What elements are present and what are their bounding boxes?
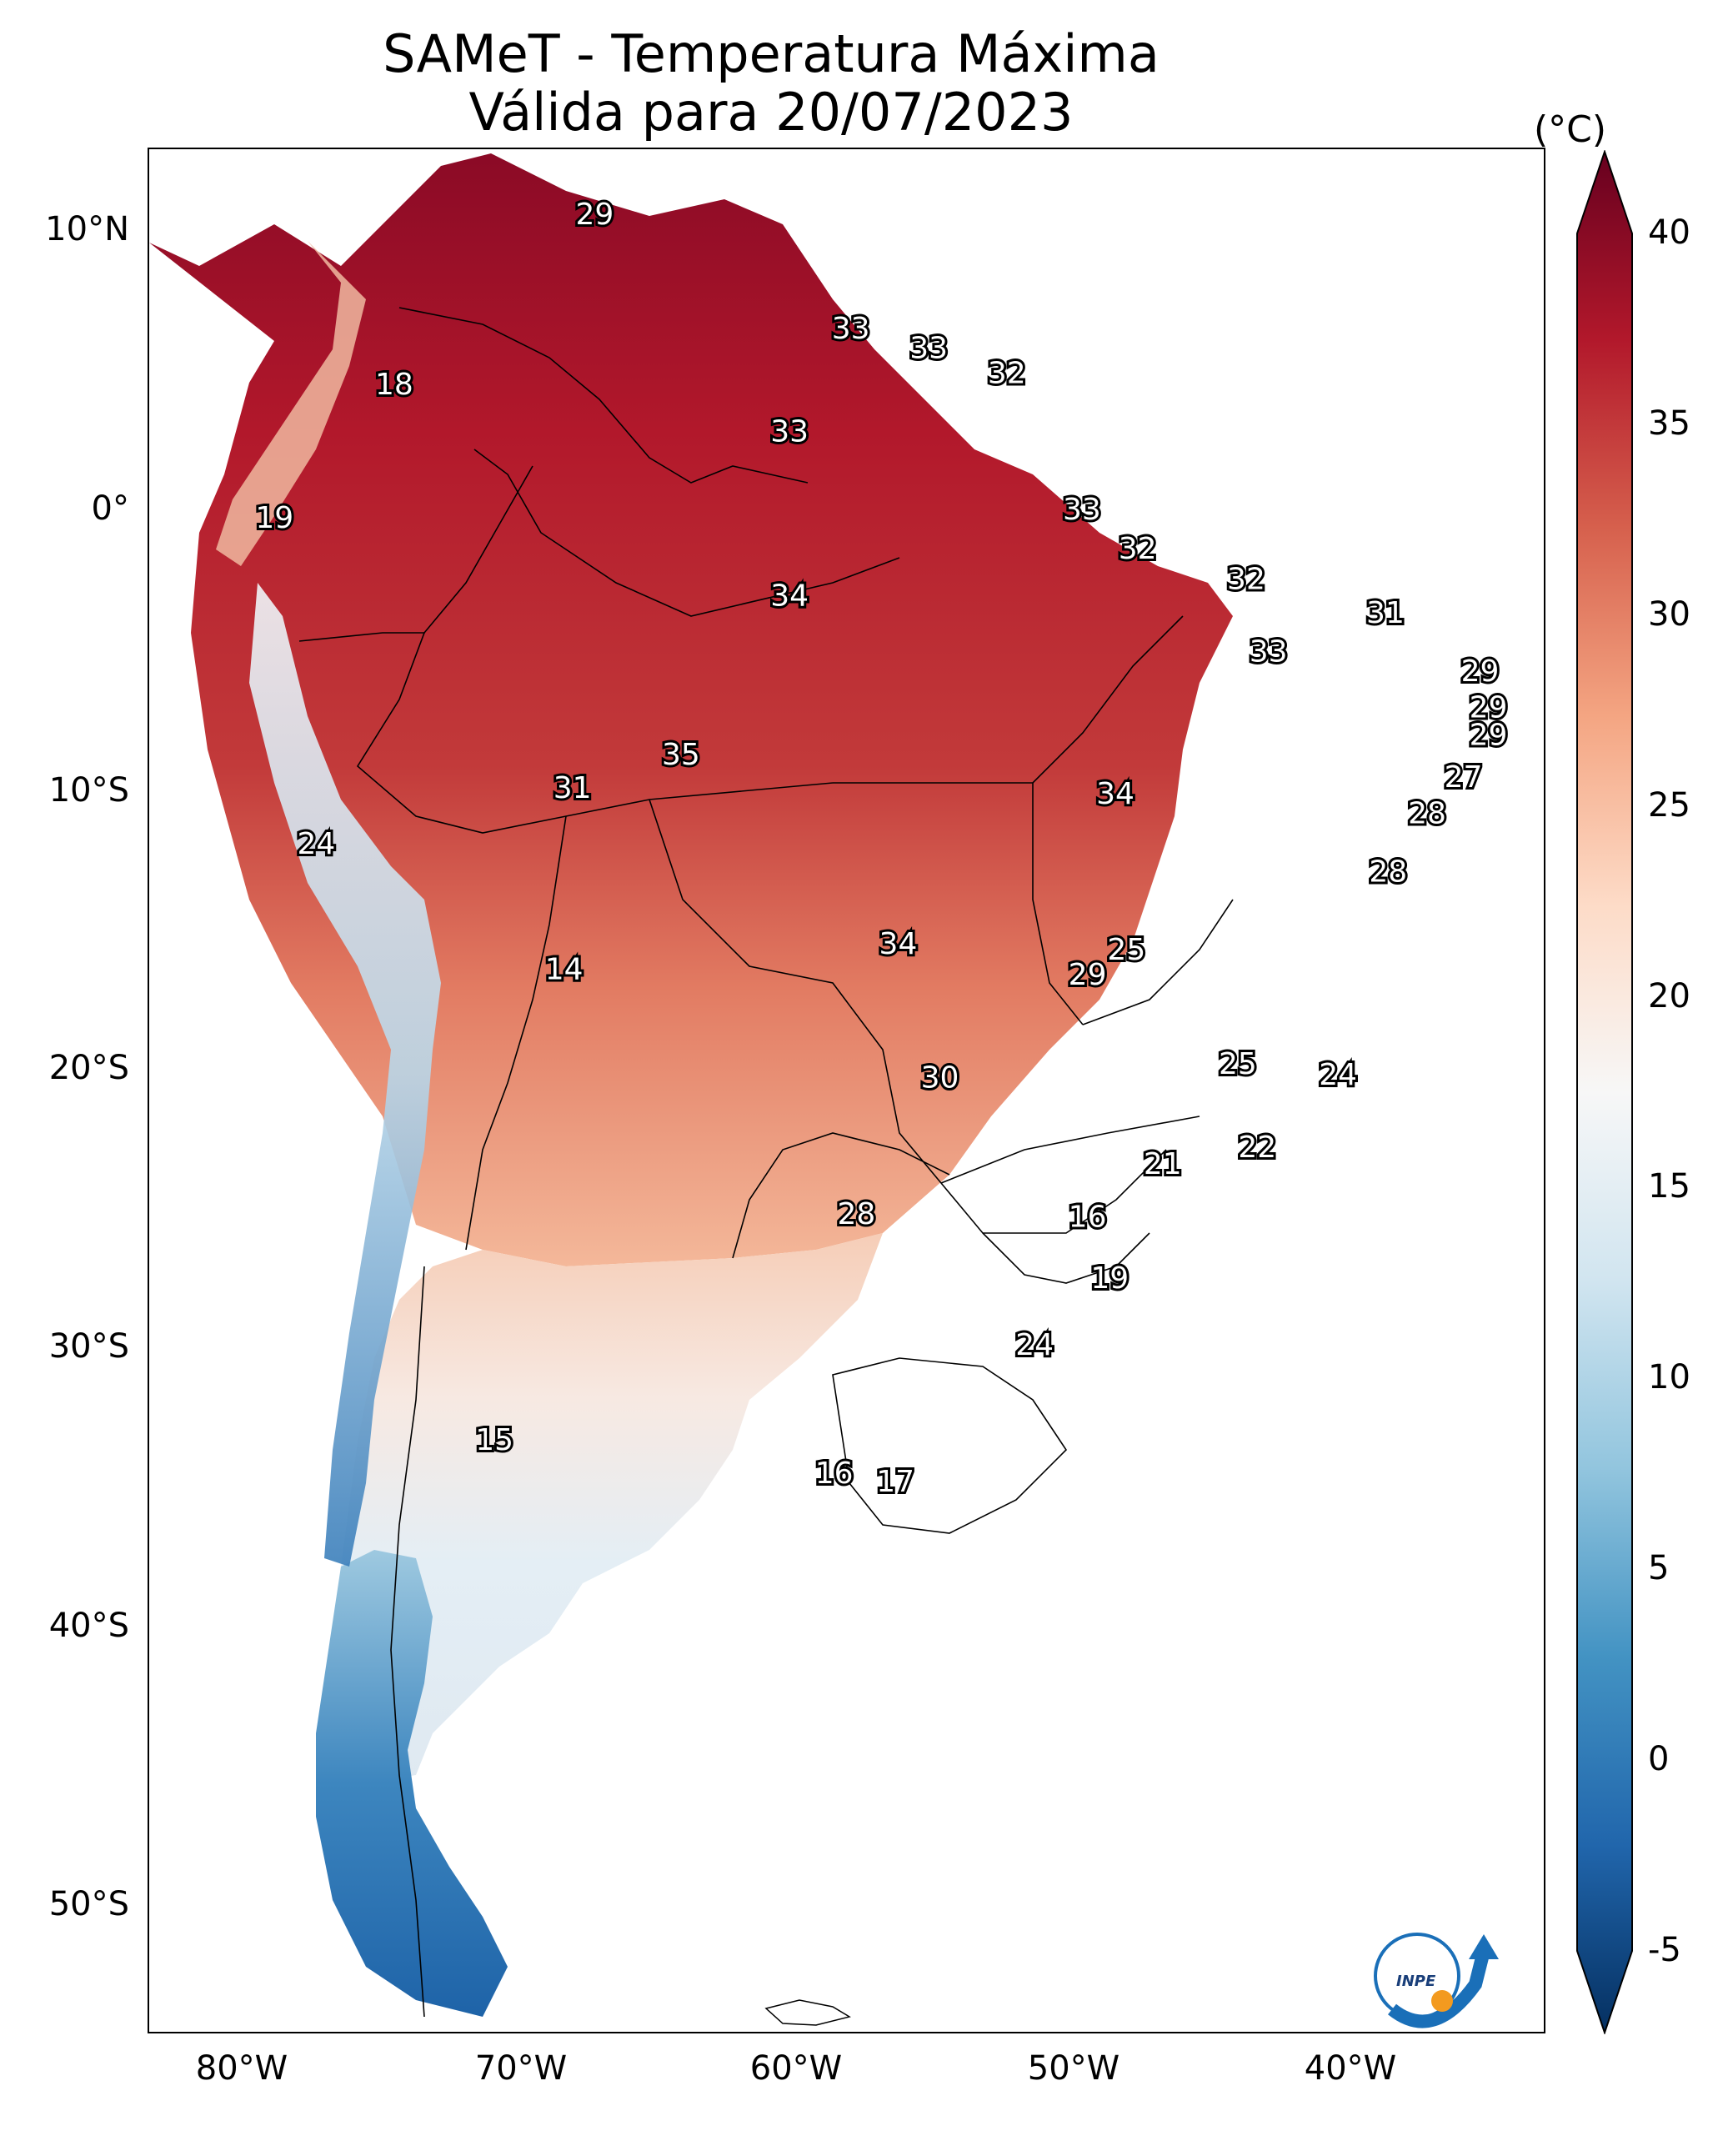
station-value-label: 16 <box>1069 1201 1107 1235</box>
station-value-label: 24 <box>297 827 335 861</box>
station-value-label: 32 <box>1227 563 1265 597</box>
colorbar-tick-label: 35 <box>1648 404 1690 443</box>
country-borders <box>298 307 1234 2018</box>
lat-label-0: 0° <box>91 489 129 528</box>
logo-text: INPE <box>1396 1973 1436 1990</box>
lat-label-30s: 30°S <box>48 1327 129 1366</box>
andes-north <box>216 241 366 566</box>
station-value-label: 32 <box>1119 532 1157 566</box>
station-value-label: 29 <box>1470 690 1508 725</box>
station-value-label: 22 <box>1238 1131 1276 1165</box>
colorbar <box>1576 150 1633 2034</box>
colorbar-tick-label: -5 <box>1648 1931 1681 1969</box>
lon-label-60w: 60°W <box>749 2049 843 2088</box>
andes-strip <box>249 583 441 1567</box>
station-value-label: 33 <box>832 312 870 346</box>
station-value-label: 28 <box>1369 855 1407 889</box>
map-title-line1: SAMeT - Temperatura Máxima <box>383 23 1160 84</box>
station-value-label: 28 <box>1408 796 1446 830</box>
station-value-label: 35 <box>662 738 700 772</box>
station-value-label: 33 <box>770 415 809 449</box>
lon-label-50w: 50°W <box>1027 2049 1120 2088</box>
station-value-label: 34 <box>770 579 809 614</box>
colorbar-tick-label: 10 <box>1648 1358 1690 1397</box>
station-value-label: 30 <box>921 1061 959 1096</box>
station-value-label: 19 <box>1090 1261 1129 1296</box>
station-value-label: 33 <box>1063 493 1101 527</box>
station-value-label: 24 <box>1015 1328 1054 1362</box>
station-value-label: 14 <box>545 952 584 986</box>
station-value-label: 29 <box>1069 958 1107 992</box>
colorbar-tick-label: 5 <box>1648 1549 1670 1588</box>
colorbar-unit: (°C) <box>1534 108 1607 151</box>
falkland-islands <box>764 1999 851 2026</box>
station-value-label: 16 <box>815 1457 854 1491</box>
station-value-label: 25 <box>1219 1047 1257 1081</box>
lon-label-80w: 80°W <box>195 2049 288 2088</box>
lat-label-20s: 20°S <box>48 1049 129 1087</box>
station-value-label: 33 <box>1250 635 1288 669</box>
continent-south <box>316 1233 883 1783</box>
colorbar-tick-label: 20 <box>1648 976 1690 1015</box>
colorbar-tick-label: 15 <box>1648 1167 1690 1206</box>
station-value-label: 15 <box>475 1423 513 1457</box>
station-value-label: 34 <box>1096 777 1134 811</box>
colorbar-tick-label: 25 <box>1648 785 1690 825</box>
lat-label-10s: 10°S <box>48 771 129 810</box>
lon-label-70w: 70°W <box>474 2049 568 2088</box>
station-value-label: 19 <box>255 501 293 535</box>
station-value-label: 32 <box>988 357 1026 391</box>
station-value-label: 24 <box>1319 1058 1357 1092</box>
colorbar-tick-label: 0 <box>1648 1740 1670 1779</box>
colorbar-tick-label: 30 <box>1648 594 1690 634</box>
continent-north <box>149 153 1233 1266</box>
station-value-label: 29 <box>575 198 614 232</box>
station-value-label: 28 <box>837 1197 875 1231</box>
patagonia-region <box>316 1550 508 2017</box>
colorbar-tick-label: 40 <box>1648 213 1690 252</box>
lat-label-50s: 50°S <box>48 1885 129 1923</box>
station-value-label: 29 <box>1461 654 1500 689</box>
station-value-label: 27 <box>1445 760 1483 795</box>
station-value-label: 31 <box>1366 596 1405 630</box>
map-panel: 29 33 33 32 18 33 33 19 32 32 34 31 33 29 29 29 35 27 31 34… <box>148 148 1545 2033</box>
map-title-line2: Válida para 20/07/2023 <box>468 82 1074 143</box>
lat-label-40s: 40°S <box>48 1607 129 1645</box>
station-value-label: 29 <box>1470 719 1508 753</box>
station-value-label: 21 <box>1144 1147 1182 1181</box>
station-value-label: 31 <box>553 771 592 805</box>
station-value-label: 34 <box>879 927 918 961</box>
inpe-logo: INPE <box>1374 1933 1499 2028</box>
station-value-label: 33 <box>909 331 948 365</box>
lat-label-10n: 10°N <box>45 210 129 248</box>
station-value-label: 18 <box>375 368 413 402</box>
lon-label-40w: 40°W <box>1304 2049 1397 2088</box>
station-value-label: 17 <box>876 1465 914 1499</box>
station-value-label: 25 <box>1107 933 1145 967</box>
